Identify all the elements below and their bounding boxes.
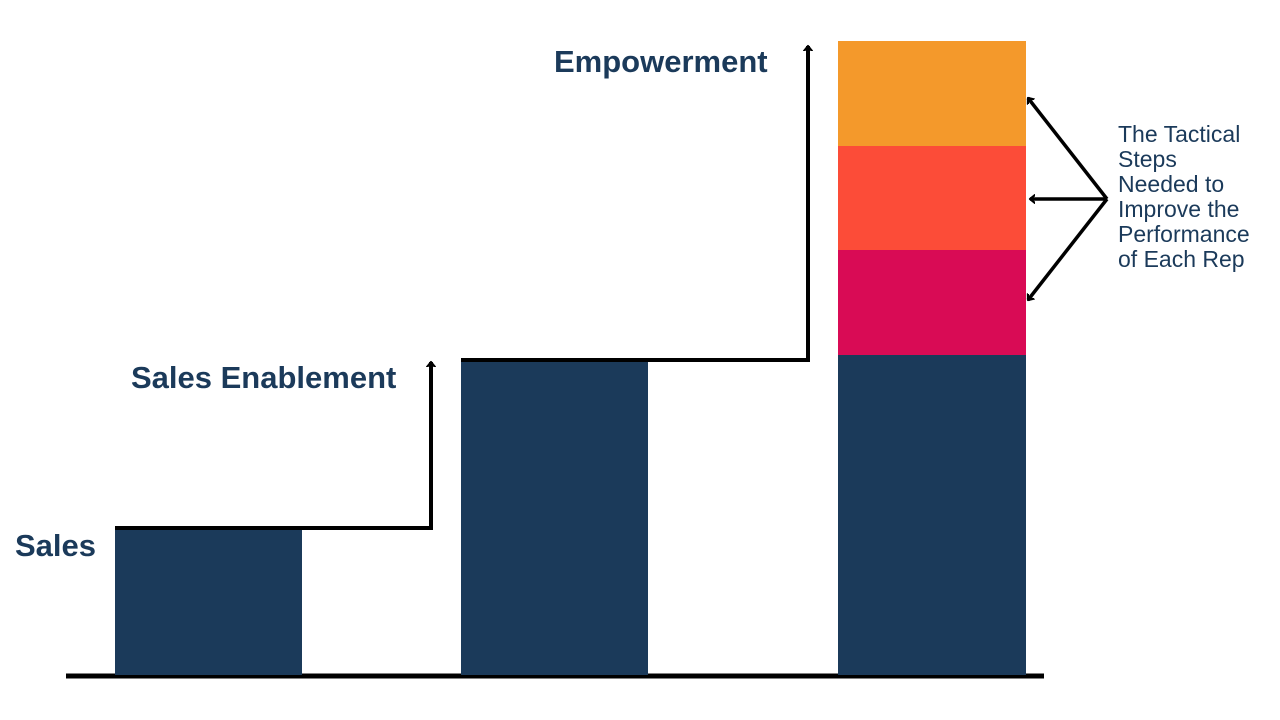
bar-empowerment-step-1 — [838, 250, 1026, 355]
bar-empowerment-step-3 — [838, 41, 1026, 146]
bar-sales — [115, 528, 302, 675]
stage-label-sales: Sales — [15, 528, 96, 563]
bar-empowerment-step-2 — [838, 146, 1026, 250]
annotation-line: Performance — [1118, 221, 1250, 247]
stage-label-sales-enablement: Sales Enablement — [131, 360, 396, 395]
bar-empowerment — [838, 41, 1026, 675]
step-arrow-sales-to-enablement — [115, 362, 431, 530]
annotation-arrows — [1026, 98, 1109, 300]
annotation-line: of Each Rep — [1118, 246, 1245, 272]
bar-empowerment-base — [838, 355, 1026, 675]
bar-sales-enablement — [461, 361, 648, 675]
stage-label-empowerment: Empowerment — [554, 44, 768, 79]
annotation-line: The Tactical — [1118, 121, 1240, 147]
annotation-arrow-top — [1026, 98, 1109, 201]
annotation-arrow-bottom — [1026, 197, 1109, 300]
annotation-line: Improve the — [1118, 196, 1239, 222]
annotation-text: The Tactical Steps Needed to Improve the… — [1118, 121, 1256, 272]
annotation-line: Needed to — [1118, 171, 1224, 197]
step-arrow-enablement-to-empowerment — [461, 46, 808, 362]
annotation-line: Steps — [1118, 146, 1177, 172]
